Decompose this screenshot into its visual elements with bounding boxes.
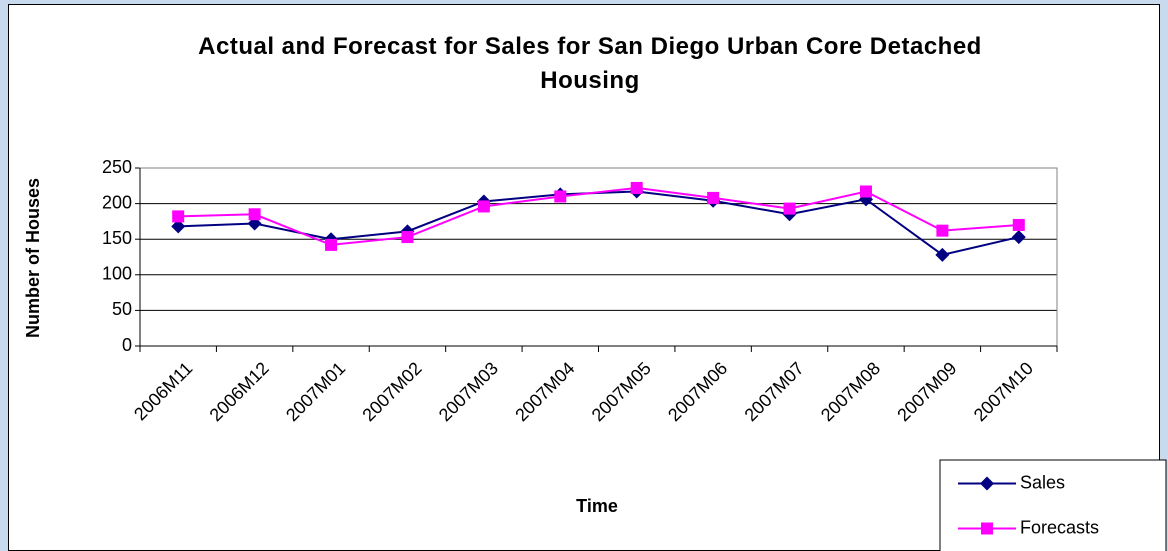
x-tick-label: 2007M09 [893,358,960,425]
x-axis-label: Time [576,496,618,516]
y-tick-label: 150 [102,228,132,248]
marker [401,231,414,244]
x-tick-label: 2007M02 [358,358,425,425]
marker [630,181,643,194]
y-tick-label: 200 [102,192,132,212]
x-tick-label: 2007M10 [970,358,1037,425]
marker [980,476,994,491]
x-tick-label: 2007M03 [435,358,502,425]
marker [936,224,949,237]
plot-area [139,167,1058,347]
x-tick-label: 2007M06 [664,358,731,425]
marker [783,202,796,215]
marker [1012,218,1025,231]
x-tick-label: 2007M05 [588,358,655,425]
x-tick-label: 2006M12 [206,358,273,425]
marker [981,522,993,535]
marker [325,238,338,251]
legend [939,459,1167,551]
marker [248,208,261,221]
x-tick-label: 2007M07 [741,358,808,425]
series-line [178,190,1020,256]
y-tick-label: 250 [102,157,132,177]
legend-label: Sales [1020,472,1065,492]
legend-label: Forecasts [1020,517,1099,537]
x-tick-label: 2006M11 [130,358,196,424]
marker [477,200,490,213]
marker [935,247,950,262]
series-line [178,186,1019,246]
marker [554,190,567,203]
marker [1011,230,1026,245]
marker [707,191,720,204]
x-tick-label: 2007M04 [511,358,578,425]
y-tick-label: 50 [112,299,132,319]
marker [172,210,185,223]
chart-title: Actual and Forecast for Sales for San Di… [198,33,982,94]
marker [171,219,186,234]
y-axis-label: Number of Houses [23,178,43,338]
x-tick-label: 2007M08 [817,358,884,425]
y-tick-label: 0 [122,335,132,355]
x-tick-label: 2007M01 [282,358,349,425]
marker [859,185,872,198]
y-tick-label: 100 [102,264,132,284]
